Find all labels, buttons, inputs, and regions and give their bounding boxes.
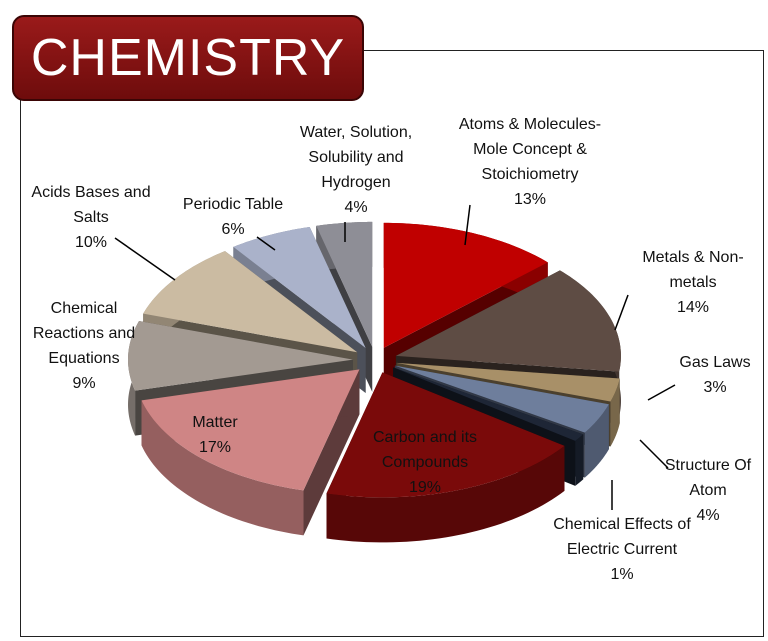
leader-line bbox=[614, 294, 629, 331]
slice-top bbox=[394, 365, 609, 433]
slice-top bbox=[316, 221, 373, 347]
leader-line bbox=[464, 204, 471, 246]
pie-slice bbox=[141, 369, 360, 536]
slice-top bbox=[395, 270, 621, 372]
leader-line bbox=[114, 237, 176, 281]
label-chemical-effects: Chemical Effects of Electric Current 1% bbox=[553, 516, 691, 583]
slice-top bbox=[128, 320, 354, 391]
leader-line bbox=[256, 236, 276, 251]
label-periodic-table: Periodic Table 6% bbox=[182, 196, 284, 238]
slice-side bbox=[326, 445, 565, 543]
leader-line bbox=[647, 384, 676, 401]
slice-side bbox=[141, 400, 304, 536]
label-acids: Acids Bases and Salts 10% bbox=[31, 184, 151, 251]
label-carbon: Carbon and its Compounds 19% bbox=[372, 429, 478, 496]
label-structure-of-atom: Structure Of Atom 4% bbox=[664, 457, 752, 524]
slice-top bbox=[396, 362, 620, 402]
leader-line bbox=[639, 439, 669, 469]
slice-top bbox=[143, 251, 358, 353]
slice-side bbox=[575, 434, 584, 486]
label-matter: Matter 17% bbox=[192, 414, 238, 456]
slice-side bbox=[584, 404, 609, 478]
label-chemical-reactions: Chemical Reactions and Equations 9% bbox=[32, 300, 136, 392]
label-gas-laws: Gas Laws 3% bbox=[679, 354, 751, 396]
slice-top bbox=[326, 372, 565, 498]
label-metals: Metals & Non-metals 14% bbox=[642, 249, 744, 316]
slice-top bbox=[393, 367, 584, 441]
label-atoms: Atoms & Molecules- Mole Concept & Stoich… bbox=[458, 116, 602, 208]
slice-top bbox=[233, 226, 366, 349]
chart-title: CHEMISTRY bbox=[12, 15, 364, 101]
pie-slice bbox=[326, 372, 565, 543]
slice-top bbox=[383, 222, 548, 348]
slice-top bbox=[141, 369, 360, 491]
chart-frame bbox=[20, 50, 764, 637]
slice-side bbox=[610, 378, 620, 447]
label-water: Water, Solution, Solubility and Hydrogen… bbox=[299, 124, 413, 216]
